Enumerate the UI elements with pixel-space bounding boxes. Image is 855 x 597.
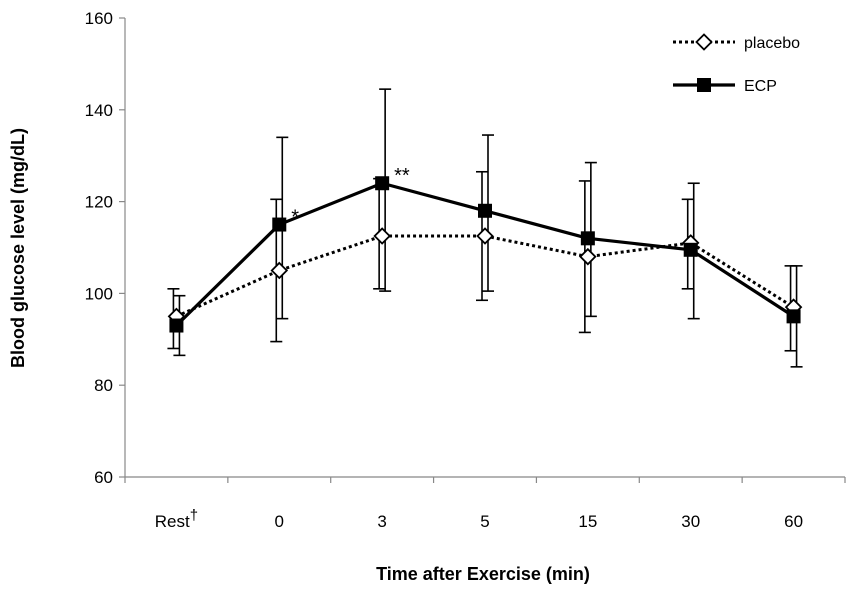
series-markers <box>167 176 803 333</box>
series-line-placebo <box>175 234 795 318</box>
axes <box>124 18 845 478</box>
y-tick-label: 60 <box>94 468 113 487</box>
marker-placebo <box>476 227 494 245</box>
y-tick-label: 120 <box>85 193 113 212</box>
x-tick-label: 3 <box>377 512 386 531</box>
y-tick-label: 140 <box>85 101 113 120</box>
marker-placebo <box>270 261 289 280</box>
y-axis-ticks: 60 80 100 120 140 160 <box>85 9 125 487</box>
x-tick-label: Rest† <box>155 507 198 531</box>
x-axis-ticks: Rest† 0 3 5 15 30 60 <box>124 477 846 531</box>
marker-placebo <box>579 247 597 266</box>
legend-item-placebo: placebo <box>673 33 800 52</box>
x-tick-label: 30 <box>681 512 700 531</box>
legend-label: ECP <box>744 78 777 95</box>
y-tick-label: 80 <box>94 376 113 395</box>
marker-ecp <box>683 242 698 257</box>
legend-marker <box>697 78 711 92</box>
x-axis-title: Time after Exercise (min) <box>376 564 590 584</box>
marker-ecp <box>272 217 287 232</box>
x-tick-label: 5 <box>480 512 489 531</box>
legend-label: placebo <box>744 35 800 52</box>
x-tick-label: 60 <box>784 512 803 531</box>
x-tick-label: 15 <box>578 512 597 531</box>
marker-ecp <box>580 231 595 246</box>
x-tick-superscript: † <box>190 507 198 524</box>
legend-marker <box>695 33 713 51</box>
marker-ecp <box>478 203 492 218</box>
y-tick-label: 100 <box>85 284 113 303</box>
significance-marker: ** <box>394 165 410 187</box>
x-tick-label: 0 <box>275 512 284 531</box>
significance-marker: * <box>291 206 299 228</box>
marker-ecp <box>786 309 801 324</box>
y-tick-label: 160 <box>85 9 113 28</box>
annotations: *** <box>291 165 410 228</box>
legend-item-ecp: ECP <box>673 78 777 95</box>
y-axis-title: Blood glucose level (mg/dL) <box>8 128 28 368</box>
marker-ecp <box>375 176 390 191</box>
marker-placebo <box>373 227 391 245</box>
legend: placebo ECP <box>673 33 800 95</box>
marker-ecp <box>169 318 184 333</box>
